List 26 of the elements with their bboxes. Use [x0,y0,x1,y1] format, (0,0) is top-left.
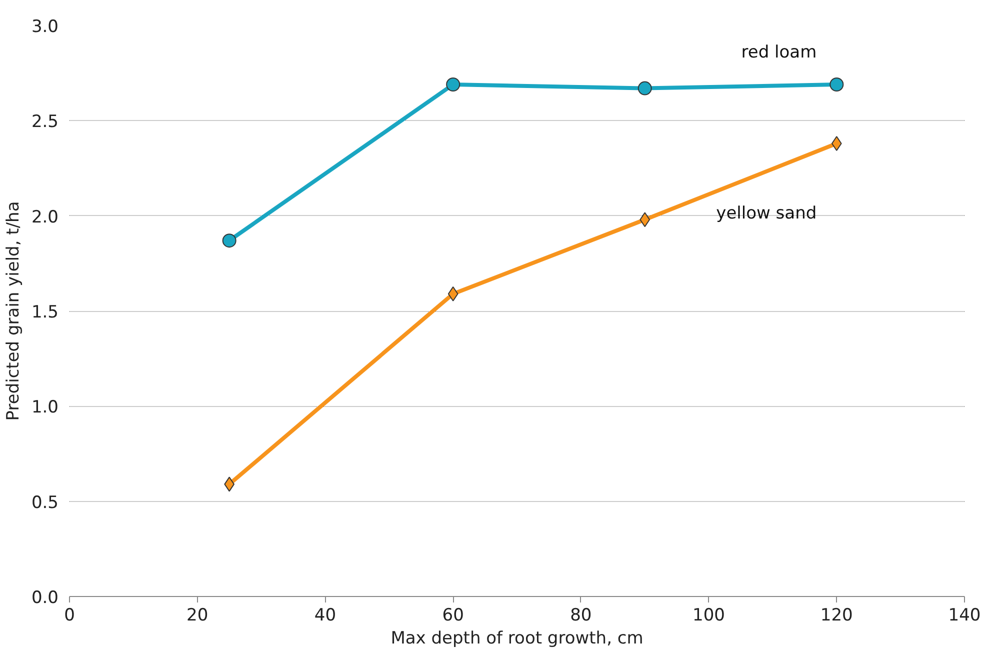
y-tick-label: 2.5 [31,112,59,132]
y-tick-label: 1.5 [31,302,59,322]
point [640,212,650,228]
x-tick-label: 20 [186,606,208,626]
x-tick-label: 120 [820,606,853,626]
x-axis-title: Max depth of root growth, cm [390,628,644,648]
y-tick-label: 3.0 [31,17,59,37]
point [222,234,236,248]
x-tick-label: 40 [314,606,336,626]
y-tick-label: 1.0 [31,398,59,418]
x-tick-label: 80 [570,606,592,626]
x-tick-label: 0 [64,606,75,626]
series-label: red loam [741,42,817,63]
y-tick-label: 0.0 [31,588,59,608]
point [446,78,460,92]
x-tick-label: 100 [692,606,726,626]
point [638,81,652,96]
x-tick-label: 60 [442,606,464,626]
point [831,136,842,152]
x-tick-label: 140 [948,606,981,626]
y-axis-title: Predicted grain yield, t/ha [3,201,24,421]
series-label: yellow sand [716,204,817,224]
point [448,286,458,302]
point [830,78,844,92]
y-tick-label: 0.5 [31,492,59,513]
y-tick-label: 2.0 [31,207,59,228]
